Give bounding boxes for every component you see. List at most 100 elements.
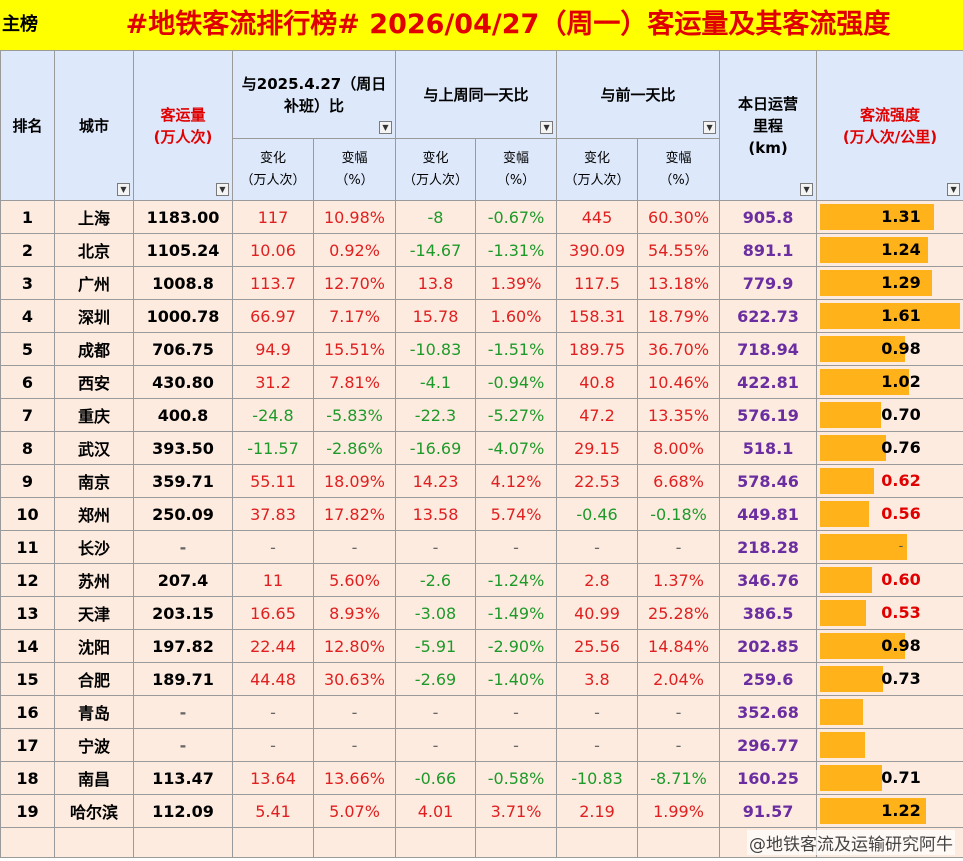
rank-cell: 19 bbox=[0, 794, 55, 828]
page-title: #地铁客流排行榜# 2026/04/27（周一）客运量及其客流强度 bbox=[125, 9, 891, 40]
intensity-value: 1.24 bbox=[881, 240, 921, 259]
intensity-value: 0.73 bbox=[881, 669, 921, 688]
intensity-cell: 1.02 bbox=[816, 365, 963, 399]
city-cell: 成都 bbox=[54, 332, 134, 366]
rank-cell: 7 bbox=[0, 398, 55, 432]
table-row: 12 苏州 207.4 11 5.60% -2.6 -1.24% 2.8 1.37% 346.76… bbox=[0, 563, 963, 597]
empty-cell bbox=[133, 827, 233, 858]
header-city: 城市 ▼ bbox=[54, 50, 134, 201]
wow-pct-cell: 4.12% bbox=[474, 464, 558, 498]
dod-pct-cell: 25.28% bbox=[637, 596, 721, 630]
filter-dropdown-icon[interactable]: ▼ bbox=[703, 121, 717, 134]
intensity-bar bbox=[820, 633, 906, 659]
dod-pct-cell: 36.70% bbox=[637, 332, 721, 366]
yoy-chg-cell: 113.7 bbox=[232, 266, 314, 300]
rank-cell: 10 bbox=[0, 497, 55, 531]
subheader-yoy-change: 变化 （万人次） bbox=[232, 138, 314, 201]
yoy-chg-cell: 44.48 bbox=[232, 662, 314, 696]
filter-dropdown-icon[interactable]: ▼ bbox=[800, 183, 814, 196]
wow-chg-cell: -2.6 bbox=[395, 563, 476, 597]
volume-cell: 430.80 bbox=[133, 365, 233, 399]
header-intensity: 客流强度 (万人次/公里) ▼ bbox=[816, 50, 963, 201]
subheader-wow-change: 变化 （万人次） bbox=[395, 138, 476, 201]
yoy-pct-cell: 12.70% bbox=[313, 266, 396, 300]
volume-cell: 359.71 bbox=[133, 464, 233, 498]
mileage-cell: 891.1 bbox=[719, 233, 818, 267]
intensity-value: 1.22 bbox=[881, 801, 921, 820]
empty-cell bbox=[313, 827, 396, 858]
city-cell: 南昌 bbox=[54, 761, 134, 795]
yoy-pct-cell: 5.07% bbox=[313, 794, 396, 828]
filter-dropdown-icon[interactable]: ▼ bbox=[216, 183, 229, 196]
wow-pct-cell: 1.39% bbox=[474, 266, 558, 300]
table-row: 16 青岛 - - - - - - -352.68 bbox=[0, 695, 963, 729]
intensity-value: 0.76 bbox=[881, 438, 921, 457]
yoy-pct-cell: -5.83% bbox=[313, 398, 396, 432]
yoy-pct-cell: - bbox=[313, 728, 396, 762]
yoy-chg-cell: - bbox=[232, 530, 314, 564]
dod-pct-cell: -0.18% bbox=[637, 497, 721, 531]
dod-pct-cell: 54.55% bbox=[637, 233, 721, 267]
wow-pct-cell: -0.58% bbox=[474, 761, 558, 795]
header-rank: 排名 bbox=[0, 50, 55, 201]
wow-chg-cell: 4.01 bbox=[395, 794, 476, 828]
city-cell: 青岛 bbox=[54, 695, 134, 729]
wow-pct-cell: -1.31% bbox=[474, 233, 558, 267]
wow-chg-cell: -0.66 bbox=[395, 761, 476, 795]
yoy-pct-cell: - bbox=[313, 530, 396, 564]
intensity-cell: 1.29 bbox=[816, 266, 963, 300]
rank-cell: 1 bbox=[0, 200, 55, 234]
dod-chg-cell: 158.31 bbox=[556, 299, 639, 333]
mileage-cell: 218.28 bbox=[719, 530, 818, 564]
intensity-bar bbox=[820, 303, 961, 329]
yoy-chg-cell: 55.11 bbox=[232, 464, 314, 498]
dod-chg-cell: 29.15 bbox=[556, 431, 639, 465]
wow-chg-cell: -2.69 bbox=[395, 662, 476, 696]
dod-pct-cell: 13.35% bbox=[637, 398, 721, 432]
city-cell: 郑州 bbox=[54, 497, 134, 531]
rank-cell: 11 bbox=[0, 530, 55, 564]
intensity-bar bbox=[820, 468, 875, 494]
header-mileage: 本日运营 里程 (km) ▼ bbox=[719, 50, 818, 201]
wow-pct-cell: -2.90% bbox=[474, 629, 558, 663]
subheader-yoy-pct: 变幅 （%） bbox=[313, 138, 396, 201]
intensity-cell: 1.61 bbox=[816, 299, 963, 333]
mileage-cell: 622.73 bbox=[719, 299, 818, 333]
rank-cell: 16 bbox=[0, 695, 55, 729]
intensity-cell: 1.31 bbox=[816, 200, 963, 234]
dod-chg-cell: - bbox=[556, 530, 639, 564]
city-cell: 哈尔滨 bbox=[54, 794, 134, 828]
dod-pct-cell: -8.71% bbox=[637, 761, 721, 795]
ranking-table: 排名 城市 ▼ 客运量 (万人次) ▼ 与2025.4.27（周日 补班）比 ▼… bbox=[0, 50, 963, 858]
dod-chg-cell: 3.8 bbox=[556, 662, 639, 696]
volume-cell: - bbox=[133, 530, 233, 564]
intensity-value: 1.02 bbox=[881, 372, 921, 391]
yoy-chg-cell: 117 bbox=[232, 200, 314, 234]
wow-pct-cell: 5.74% bbox=[474, 497, 558, 531]
mileage-cell: 202.85 bbox=[719, 629, 818, 663]
table-row: 5 成都 706.75 94.9 15.51% -10.83 -1.51% 189.75 36.… bbox=[0, 332, 963, 366]
dod-pct-cell: 1.99% bbox=[637, 794, 721, 828]
rank-cell: 15 bbox=[0, 662, 55, 696]
mileage-cell: 352.68 bbox=[719, 695, 818, 729]
filter-dropdown-icon[interactable]: ▼ bbox=[540, 121, 554, 134]
filter-dropdown-icon[interactable]: ▼ bbox=[947, 183, 961, 196]
intensity-cell: 0.70 bbox=[816, 398, 963, 432]
wow-chg-cell: -14.67 bbox=[395, 233, 476, 267]
mileage-cell: 449.81 bbox=[719, 497, 818, 531]
yoy-pct-cell: 15.51% bbox=[313, 332, 396, 366]
yoy-chg-cell: -11.57 bbox=[232, 431, 314, 465]
mileage-cell: 259.6 bbox=[719, 662, 818, 696]
volume-cell: 393.50 bbox=[133, 431, 233, 465]
wow-chg-cell: 13.58 bbox=[395, 497, 476, 531]
intensity-value: - bbox=[898, 539, 904, 554]
volume-cell: 197.82 bbox=[133, 629, 233, 663]
yoy-chg-cell: 94.9 bbox=[232, 332, 314, 366]
dod-chg-cell: 189.75 bbox=[556, 332, 639, 366]
filter-dropdown-icon[interactable]: ▼ bbox=[117, 183, 130, 196]
table-row: 13 天津 203.15 16.65 8.93% -3.08 -1.49% 40.99 25.2… bbox=[0, 596, 963, 630]
intensity-value: 0.53 bbox=[881, 603, 921, 622]
wow-pct-cell: -1.51% bbox=[474, 332, 558, 366]
city-cell: 重庆 bbox=[54, 398, 134, 432]
filter-dropdown-icon[interactable]: ▼ bbox=[379, 121, 392, 134]
